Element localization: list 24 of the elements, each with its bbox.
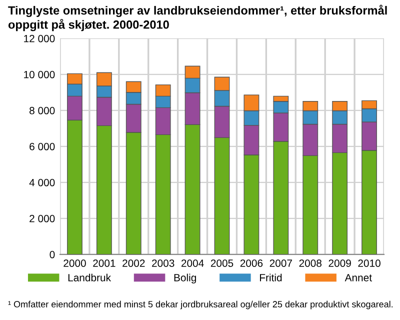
y-tick-label: 0 — [50, 250, 55, 258]
x-tick-label: 2002 — [122, 260, 145, 267]
x-tick-label: 2005 — [210, 260, 234, 267]
legend-label: Bolig — [174, 274, 196, 284]
legend-label: Annet — [344, 274, 372, 282]
y-tick-label: 6 000 — [30, 142, 55, 150]
x-tick-label: 2004 — [181, 260, 204, 267]
y-tick-label: 10 000 — [24, 70, 55, 78]
legend-label: Fritid — [260, 274, 282, 282]
chart-title: Tinglyste omsetninger av landbrukseiendommer¹, etter bruksformål oppgitt på skjøtet. 2000-2010 — [8, 4, 387, 32]
y-tick-label: 8 000 — [30, 106, 55, 114]
x-tick-label: 2000 — [64, 260, 86, 267]
y-tick-label: 4 000 — [29, 178, 55, 186]
x-tick-label: 2008 — [299, 260, 322, 267]
y-tick-label: 2 000 — [30, 214, 55, 222]
x-tick-label: 2001 — [93, 260, 116, 267]
legend-label: Landbruk — [68, 274, 112, 282]
x-tick-label: 2009 — [328, 260, 351, 267]
x-tick-label: 2003 — [152, 260, 174, 267]
x-tick-label: 2006 — [240, 260, 263, 267]
x-tick-label: 2007 — [270, 260, 292, 267]
x-tick-label: 2010 — [358, 260, 380, 267]
text: ¹ Omfatter eiendommer med minst 5 dekar jordbruksareal og/eller 25 dekar produktivt skogareal. — [8, 300, 393, 310]
y-tick-label: 12 000 — [24, 34, 55, 42]
